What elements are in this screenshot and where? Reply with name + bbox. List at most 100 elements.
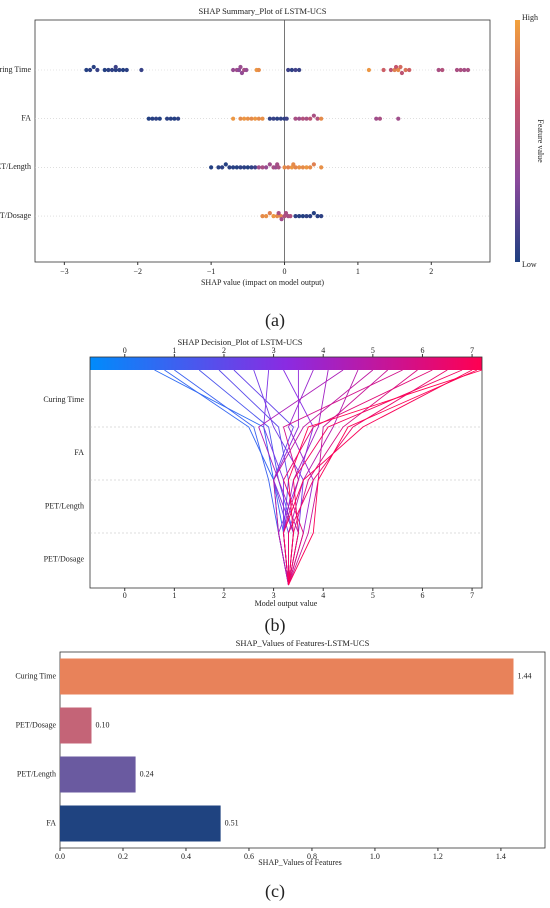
shap-dot	[227, 165, 232, 170]
shap-dot	[264, 165, 269, 170]
x-tick-label: 0	[283, 267, 287, 276]
shap-dot	[454, 67, 460, 73]
shap-dot	[239, 70, 245, 76]
shap-dot	[458, 67, 463, 73]
shap-dot	[106, 67, 111, 73]
shap-dot	[176, 116, 181, 121]
shap-dot	[293, 214, 298, 219]
y-tick-label: PET/Length	[45, 501, 84, 510]
x-tick-label: 7	[470, 591, 474, 600]
shap-dot	[238, 64, 243, 70]
shap-dot	[109, 67, 115, 73]
shap-dot	[465, 67, 471, 73]
x-tick-label-top: 1	[172, 346, 176, 355]
shap-dot	[275, 116, 280, 121]
shap-dot	[311, 211, 316, 216]
x-tick-label: 2	[429, 267, 433, 276]
value-label: 0.10	[95, 720, 109, 729]
bar	[60, 707, 92, 744]
shap-dot	[381, 67, 386, 73]
shap-dot	[297, 165, 302, 170]
x-tick-label-top: 4	[321, 346, 325, 355]
y-tick-label: Curing Time	[0, 65, 31, 74]
y-tick-label: Curing Time	[15, 671, 56, 680]
shap-dot	[120, 67, 126, 73]
shap-dot	[117, 67, 122, 73]
decision-line	[273, 369, 374, 586]
shap-dot	[157, 116, 162, 121]
x-tick-label: 3	[272, 591, 276, 600]
decision-line	[198, 369, 294, 586]
shap-dot	[308, 214, 313, 219]
shap-dot	[436, 67, 441, 73]
shap-dot	[308, 116, 313, 121]
shap-dot	[282, 165, 287, 170]
shap-dot	[388, 67, 394, 73]
y-tick-label: PET/Dosage	[0, 211, 31, 220]
shap-dot	[288, 214, 293, 219]
shap-dot	[304, 214, 309, 219]
decision-line	[283, 369, 473, 586]
x-tick-label: 6	[420, 591, 424, 600]
shap-dot	[311, 113, 316, 118]
shap-dot	[113, 64, 118, 70]
shap-dot	[139, 67, 144, 73]
shap-dot	[231, 116, 236, 121]
x-tick-label: 1.4	[496, 852, 506, 861]
shap-dot	[276, 165, 281, 170]
shap-dot	[102, 67, 107, 73]
shap-dot	[168, 116, 173, 121]
shap-dot	[304, 165, 309, 170]
shap-dot	[462, 67, 467, 73]
decision-line	[288, 369, 483, 586]
shap-dot	[220, 165, 225, 170]
x-tick-label: −2	[133, 267, 142, 276]
x-tick-label-top: 7	[470, 346, 474, 355]
decision-line	[164, 369, 289, 586]
shap-dot	[242, 165, 247, 170]
plot-frame	[89, 356, 483, 589]
colorbar	[515, 20, 520, 262]
shap-dot	[209, 165, 214, 170]
shap-dot	[267, 116, 272, 121]
shap-dot	[249, 116, 254, 121]
shap-dot	[286, 165, 291, 170]
x-tick-label: 0.4	[181, 852, 191, 861]
panel-label: (b)	[265, 615, 286, 636]
bar	[60, 805, 221, 842]
x-tick-label-top: 2	[222, 346, 226, 355]
shap-dot	[242, 116, 247, 121]
shap-dot	[366, 67, 372, 73]
shap-dot	[260, 116, 265, 121]
shap-dot	[276, 211, 281, 216]
shap-dot	[260, 165, 265, 170]
x-tick-label: 0	[123, 591, 127, 600]
shap-dot	[253, 116, 258, 121]
shap-dot	[398, 64, 403, 70]
x-tick-label-top: 6	[420, 346, 424, 355]
x-tick-label: −3	[60, 267, 69, 276]
shap-dot	[172, 116, 177, 121]
shap-dot	[293, 67, 298, 73]
colorbar-low: Low	[522, 260, 537, 269]
value-label: 1.44	[518, 671, 532, 680]
y-tick-label: PET/Dosage	[16, 720, 57, 729]
shap-dot	[231, 67, 236, 73]
x-tick-label: 1	[356, 267, 360, 276]
shap-dot	[278, 116, 283, 121]
y-tick-label: PET/Dosage	[44, 555, 85, 564]
shap-dot	[291, 162, 296, 167]
x-axis-label: SHAP_Values of Features	[258, 858, 342, 867]
shap-dot	[271, 116, 276, 121]
shap-dot	[91, 64, 96, 70]
value-label: 0.24	[140, 769, 154, 778]
shap-dot	[256, 67, 261, 73]
shap-dot	[267, 162, 272, 167]
shap-dot	[300, 116, 305, 121]
shap-dot	[253, 165, 258, 170]
shap-dot	[308, 165, 313, 170]
shap-dot	[289, 67, 294, 73]
shap-dot	[297, 116, 302, 121]
x-axis-label: SHAP value (impact on model output)	[201, 278, 324, 287]
bar	[60, 756, 136, 793]
